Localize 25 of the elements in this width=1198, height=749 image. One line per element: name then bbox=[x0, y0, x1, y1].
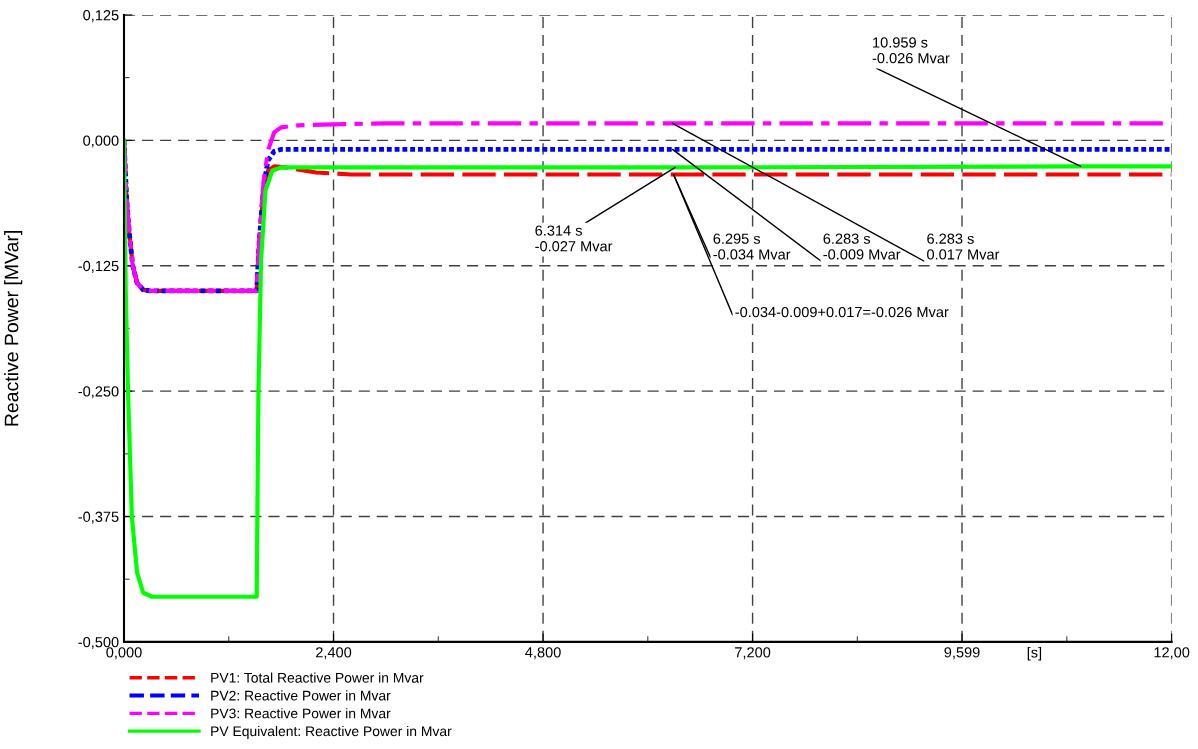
y-tick-label: -0,250 bbox=[78, 386, 119, 399]
annotation: 10.959 s -0.026 Mvar bbox=[872, 37, 950, 64]
x-tick-label: 9,599 bbox=[944, 647, 980, 660]
x-tick-label: 4,800 bbox=[525, 647, 561, 660]
x-tick-label: 12,00 bbox=[1154, 647, 1190, 660]
legend-label: PV Equivalent: Reactive Power in Mvar bbox=[211, 725, 452, 739]
y-tick-label: 0,125 bbox=[83, 10, 119, 23]
y-tick-label: 0,000 bbox=[83, 135, 119, 148]
y-tick-label: -0,375 bbox=[78, 511, 119, 524]
y-tick-label: -0,125 bbox=[78, 260, 119, 273]
annotation: 6.283 s 0.017 Mvar bbox=[927, 233, 1000, 260]
legend-label: PV2: Reactive Power in Mvar bbox=[211, 690, 391, 701]
y-tick-label: -0,500 bbox=[78, 636, 119, 650]
y-axis-title: Reactive Power [MVar] bbox=[4, 231, 23, 426]
x-tick-label: 7,200 bbox=[735, 647, 771, 660]
line-series bbox=[123, 138, 1172, 599]
legend-label: PV3: Reactive Power in Mvar bbox=[211, 708, 391, 719]
annotation: 6.295 s -0.034 Mvar bbox=[713, 233, 791, 260]
x-axis-title: [s] bbox=[1027, 646, 1042, 661]
legend-label: PV1: Total Reactive Power in Mvar bbox=[211, 672, 424, 683]
annotation: 6.283 s -0.009 Mvar bbox=[823, 233, 901, 260]
annotation: 6.314 s -0.027 Mvar bbox=[535, 225, 613, 252]
x-tick-label: 0,000 bbox=[106, 647, 142, 660]
x-tick-label: 2,400 bbox=[316, 647, 352, 660]
annotation: -0.034-0.009+0.017=-0.026 Mvar bbox=[735, 306, 949, 318]
